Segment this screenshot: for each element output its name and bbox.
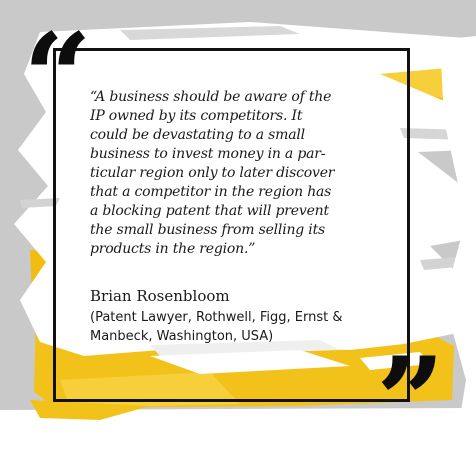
open-quote-icon: “ [23,7,92,148]
quote-frame [53,48,410,402]
author-name: Brian Rosenbloom [90,287,230,305]
close-quote-icon: ” [376,331,445,455]
quote-text: “A business should be aware of the IP ow… [90,89,335,257]
author-role: (Patent Lawyer, Rothwell, Figg, Ernst & … [90,310,343,344]
